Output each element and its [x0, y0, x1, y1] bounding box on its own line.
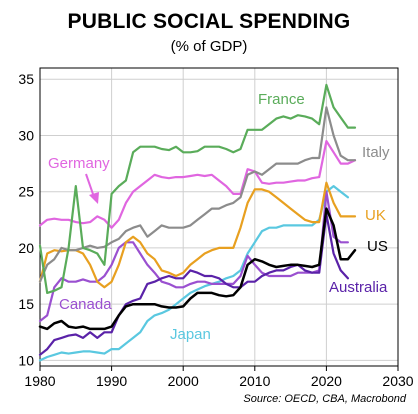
series-line-canada: [38, 190, 349, 323]
x-tick-label: 1980: [24, 373, 55, 389]
y-tick-label: 20: [18, 240, 34, 256]
y-tick-label: 30: [18, 127, 34, 143]
series-line-italy: [38, 106, 357, 283]
y-tick-label: 15: [18, 296, 34, 312]
series-label-germany: Germany: [48, 155, 110, 172]
x-tick-label: 2030: [382, 373, 413, 389]
plot-frame: [39, 67, 399, 367]
series-label-japan: Japan: [170, 326, 211, 343]
series-line-us: [38, 207, 357, 331]
y-tick-label: 10: [18, 352, 34, 368]
series-label-canada: Canada: [59, 296, 112, 313]
germany-arrow-head: [89, 192, 99, 204]
x-tick-label: 2000: [168, 373, 199, 389]
series-line-japan: [38, 185, 349, 362]
series-lines: [38, 83, 357, 362]
y-tick-label: 35: [18, 71, 34, 87]
x-tick-label: 2010: [239, 373, 270, 389]
source-note: Source: OECD, CBA, Macrobond: [243, 393, 406, 405]
series-label-us: US: [367, 238, 388, 255]
x-tick-label: 2020: [311, 373, 342, 389]
series-line-uk: [38, 181, 357, 289]
y-tick-label: 25: [18, 184, 34, 200]
series-labels: France Italy Germany UK US Australia Canada Jap…: [48, 91, 390, 343]
series-line-germany: [38, 140, 357, 229]
series-label-australia: Australia: [329, 279, 388, 296]
series-line-france: [38, 83, 357, 294]
x-tick-label: 1990: [96, 373, 127, 389]
chart-subtitle: (% of GDP): [170, 38, 248, 55]
chart-title: PUBLIC SOCIAL SPENDING: [67, 10, 351, 33]
germany-arrow-shaft: [85, 173, 95, 198]
series-label-france: France: [258, 91, 305, 108]
series-label-italy: Italy: [362, 144, 390, 161]
axis-ticks: 10 15 20 25 30 35 1980 1990 2000 2010 2020 2030: [18, 71, 413, 389]
series-label-uk: UK: [365, 207, 386, 224]
